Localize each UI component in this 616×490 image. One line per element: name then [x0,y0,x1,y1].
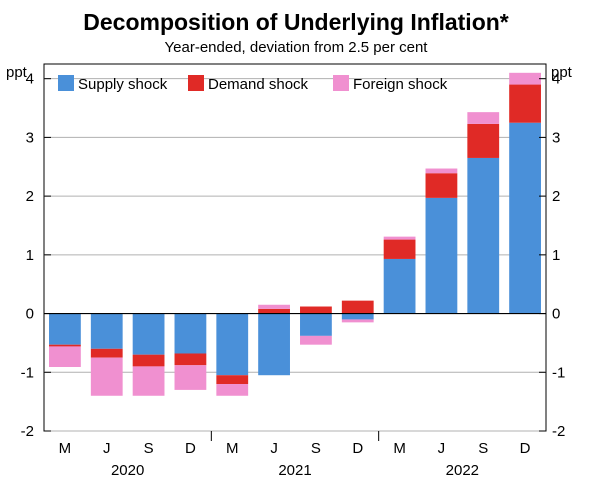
legend-label: Supply shock [78,76,168,93]
y-tick-label-right: -2 [552,423,565,440]
bar-foreign-shock [216,384,249,396]
bar-demand-shock [300,306,332,314]
x-tick-label: J [103,440,111,457]
y-tick-label-left: 3 [26,129,34,146]
plot-area [43,63,547,432]
x-tick-label: M [59,440,72,457]
chart-title: Decomposition of Underlying Inflation* [83,9,509,35]
bar-demand-shock [49,344,81,347]
x-tick-label: D [185,440,196,457]
bar-foreign-shock [132,366,165,396]
y-tick-label-left: 1 [26,247,34,264]
bar-supply-shock [49,313,81,345]
y-axis-left: -2 -1 0 1 2 3 4 [21,71,51,440]
legend-swatch [188,75,204,91]
legend-label: Foreign shock [353,76,448,93]
bar-demand-shock [258,308,290,314]
legend-swatch [58,75,74,91]
gridlines [44,78,546,432]
bar-supply-shock [383,258,416,314]
bar-supply-shock [258,313,290,376]
bar-foreign-shock [341,319,374,323]
bar-supply-shock [425,197,458,314]
bar-foreign-shock [174,365,207,390]
bar-supply-shock [509,122,541,314]
x-tick-label: S [478,440,488,457]
year-labels: 2020 2021 2022 [111,462,479,479]
bar-foreign-shock [300,335,332,345]
bar-demand-shock [425,173,458,198]
chart-subtitle: Year-ended, deviation from 2.5 per cent [165,39,429,56]
bar-demand-shock [174,353,207,366]
bar-supply-shock [341,313,374,320]
x-tick-label: M [226,440,239,457]
bar-foreign-shock [49,346,81,367]
bar-supply-shock [467,157,500,314]
legend: Supply shock Demand shock Foreign shock [58,75,448,93]
bar-supply-shock [300,313,332,336]
bar-foreign-shock [509,72,541,85]
y-unit-left: ppt [6,64,28,81]
y-tick-label-left: 4 [26,71,34,88]
y-unit-right: ppt [551,64,573,81]
bar-foreign-shock [90,357,123,396]
y-tick-label-right: 3 [552,129,560,146]
bars [49,72,541,396]
bar-demand-shock [90,348,123,358]
x-tick-label: D [352,440,363,457]
x-tick-label: J [270,440,278,457]
bar-demand-shock [132,354,165,367]
year-label: 2021 [278,462,311,479]
y-tick-label-right: 4 [552,71,560,88]
x-tick-label: M [393,440,406,457]
y-tick-label-right: 1 [552,247,560,264]
y-tick-label-left: -1 [21,364,34,381]
x-tick-label: D [520,440,531,457]
bar-demand-shock [509,84,541,123]
legend-label: Demand shock [208,76,309,93]
x-tick-label: S [311,440,321,457]
year-label: 2020 [111,462,144,479]
y-tick-label-left: -2 [21,423,34,440]
year-label: 2022 [446,462,479,479]
bar-demand-shock [467,123,500,158]
bar-supply-shock [216,313,249,376]
y-tick-label-left: 2 [26,188,34,205]
bar-foreign-shock [383,236,416,240]
bar-supply-shock [132,313,165,355]
y-tick-label-right: -1 [552,364,565,381]
bar-foreign-shock [425,168,458,174]
x-tick-label: J [438,440,446,457]
y-tick-label-right: 0 [552,306,560,323]
bar-foreign-shock [467,112,500,124]
bar-demand-shock [216,375,249,385]
bar-supply-shock [174,313,207,354]
y-axis-right: -2 -1 0 1 2 3 4 [539,71,565,440]
bar-foreign-shock [258,304,290,309]
x-tick-label: S [144,440,154,457]
bar-demand-shock [341,300,374,314]
bar-supply-shock [90,313,123,349]
bar-demand-shock [383,239,416,259]
legend-swatch [333,75,349,91]
y-tick-label-left: 0 [26,306,34,323]
y-tick-label-right: 2 [552,188,560,205]
